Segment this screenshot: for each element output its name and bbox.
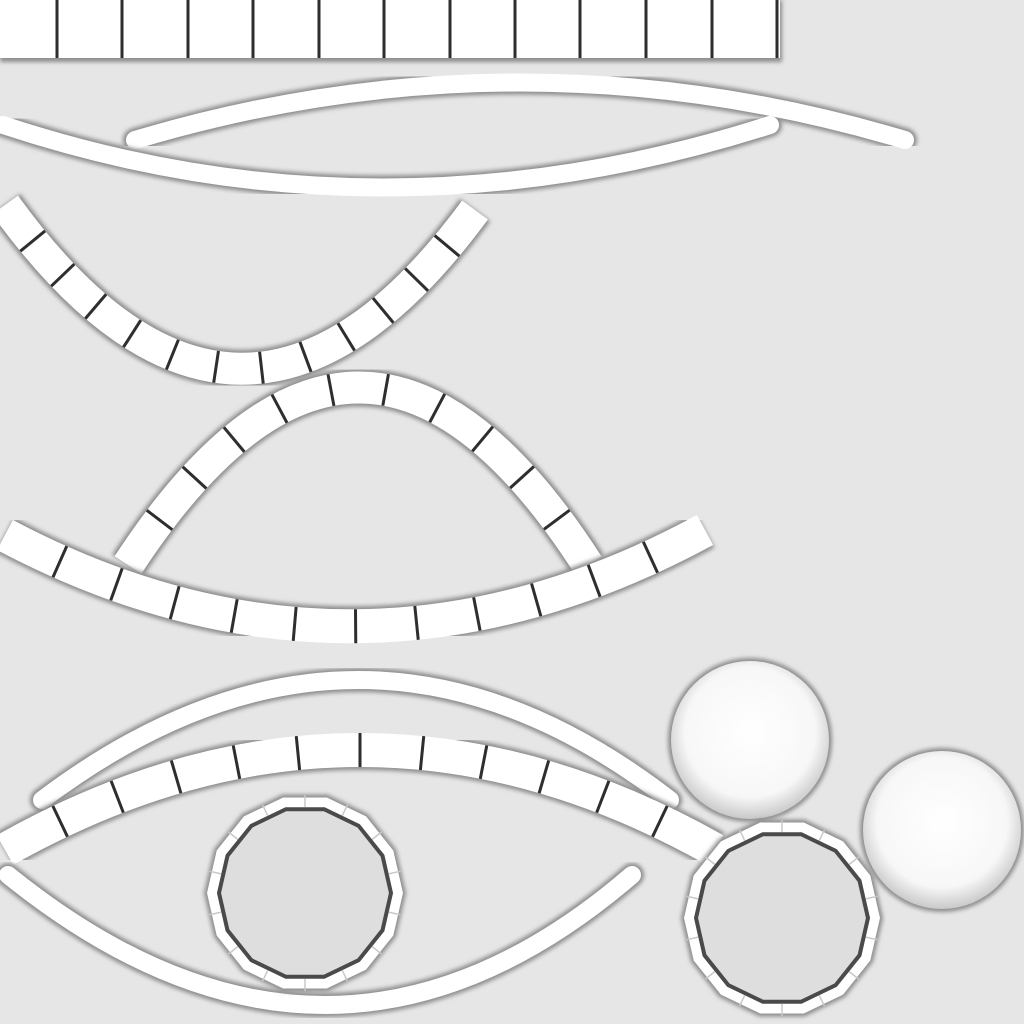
arc-segment-line (212, 350, 220, 383)
ring-segment-line (209, 870, 222, 875)
arc-segment-line (122, 319, 143, 348)
arc-segment-line (169, 760, 183, 794)
arc-segment-line (336, 322, 356, 352)
ring-segment-line (261, 804, 269, 816)
arc-segment-line (651, 805, 669, 838)
arc-segment-line (145, 509, 174, 531)
arc-segment-line (109, 780, 125, 814)
arc-segment-line (181, 465, 208, 490)
arc-segment-line (428, 393, 447, 423)
arc-segment-line (19, 229, 47, 253)
arc-segment-line (270, 393, 289, 424)
arc-segment-line (51, 805, 69, 838)
ring-segment-line (209, 911, 222, 916)
ring-segment-line (865, 895, 878, 900)
arc-segment-line (50, 263, 76, 288)
arc-segment-line (641, 541, 659, 574)
arc-segment-line (84, 293, 108, 320)
ring-segment-line (341, 970, 349, 982)
arc-segment-line (472, 597, 482, 631)
arc-segment-line (404, 267, 430, 292)
top-segmented-strip (0, 0, 782, 62)
arc-segment-line (222, 426, 246, 453)
arc-segment-line (381, 373, 390, 406)
arc-segment-line (586, 564, 602, 598)
arc-segment-line (595, 780, 611, 814)
segmented-dome-arc (112, 368, 604, 576)
arc-segment-line (51, 545, 69, 578)
ring-segment-line (686, 895, 699, 900)
upper-plain-arcs (0, 70, 917, 200)
ring-segment-line (388, 870, 401, 875)
arc-segment-line (371, 297, 395, 324)
arc-segment-line (164, 339, 180, 371)
ring-segment-line (371, 946, 383, 955)
disk-upper (668, 658, 832, 822)
ring-segment-line (704, 856, 716, 865)
ring-segment-line (848, 856, 860, 865)
arc-segment-line (530, 583, 543, 617)
arc-segment-line (478, 745, 489, 780)
arc-segment-line (433, 234, 461, 258)
ring-segment-line (227, 946, 239, 955)
arc-segment-line (298, 341, 313, 373)
arc-segment-line (231, 745, 242, 780)
arc-segment-line (413, 605, 420, 640)
arc-segment-line (294, 735, 302, 771)
ring-segment-line (341, 804, 349, 816)
ring-segment-line (371, 831, 383, 840)
ring-right (681, 819, 883, 1017)
arc-segment-line (543, 509, 571, 531)
ring-inner (693, 832, 871, 1004)
arc-segment-line (291, 606, 298, 641)
ring-segment-line (865, 936, 878, 941)
ring-segment-line (227, 831, 239, 840)
lower-plain-dome-arc (30, 668, 682, 812)
ring-segment-line (818, 829, 826, 841)
ring-segment-line (388, 911, 401, 916)
arc-segment-line (168, 585, 181, 620)
ring-segment-line (738, 995, 746, 1007)
ring-segment-line (818, 995, 826, 1007)
disk-right (860, 748, 1024, 912)
arc-segment-line (109, 567, 124, 601)
ring-left (204, 794, 406, 992)
segmented-smile-arc (0, 512, 715, 647)
arc-segment-line (229, 598, 239, 633)
bottom-plain-u-arc (0, 863, 644, 1017)
ring-segment-line (704, 971, 716, 980)
ring-segment-line (738, 829, 746, 841)
arc-segment-line (471, 425, 495, 453)
arc-segment-line (418, 735, 426, 771)
arc-segment-line (326, 374, 336, 407)
ring-segment-line (686, 936, 699, 941)
arc-segment-line (537, 760, 551, 794)
segmented-u-arc (0, 193, 491, 388)
ring-inner (216, 807, 394, 979)
arc-segment-line (509, 465, 535, 490)
lower-segmented-arc (0, 730, 725, 868)
ring-segment-line (261, 970, 269, 982)
ring-segment-line (848, 971, 860, 980)
arc-segment-line (258, 351, 265, 384)
